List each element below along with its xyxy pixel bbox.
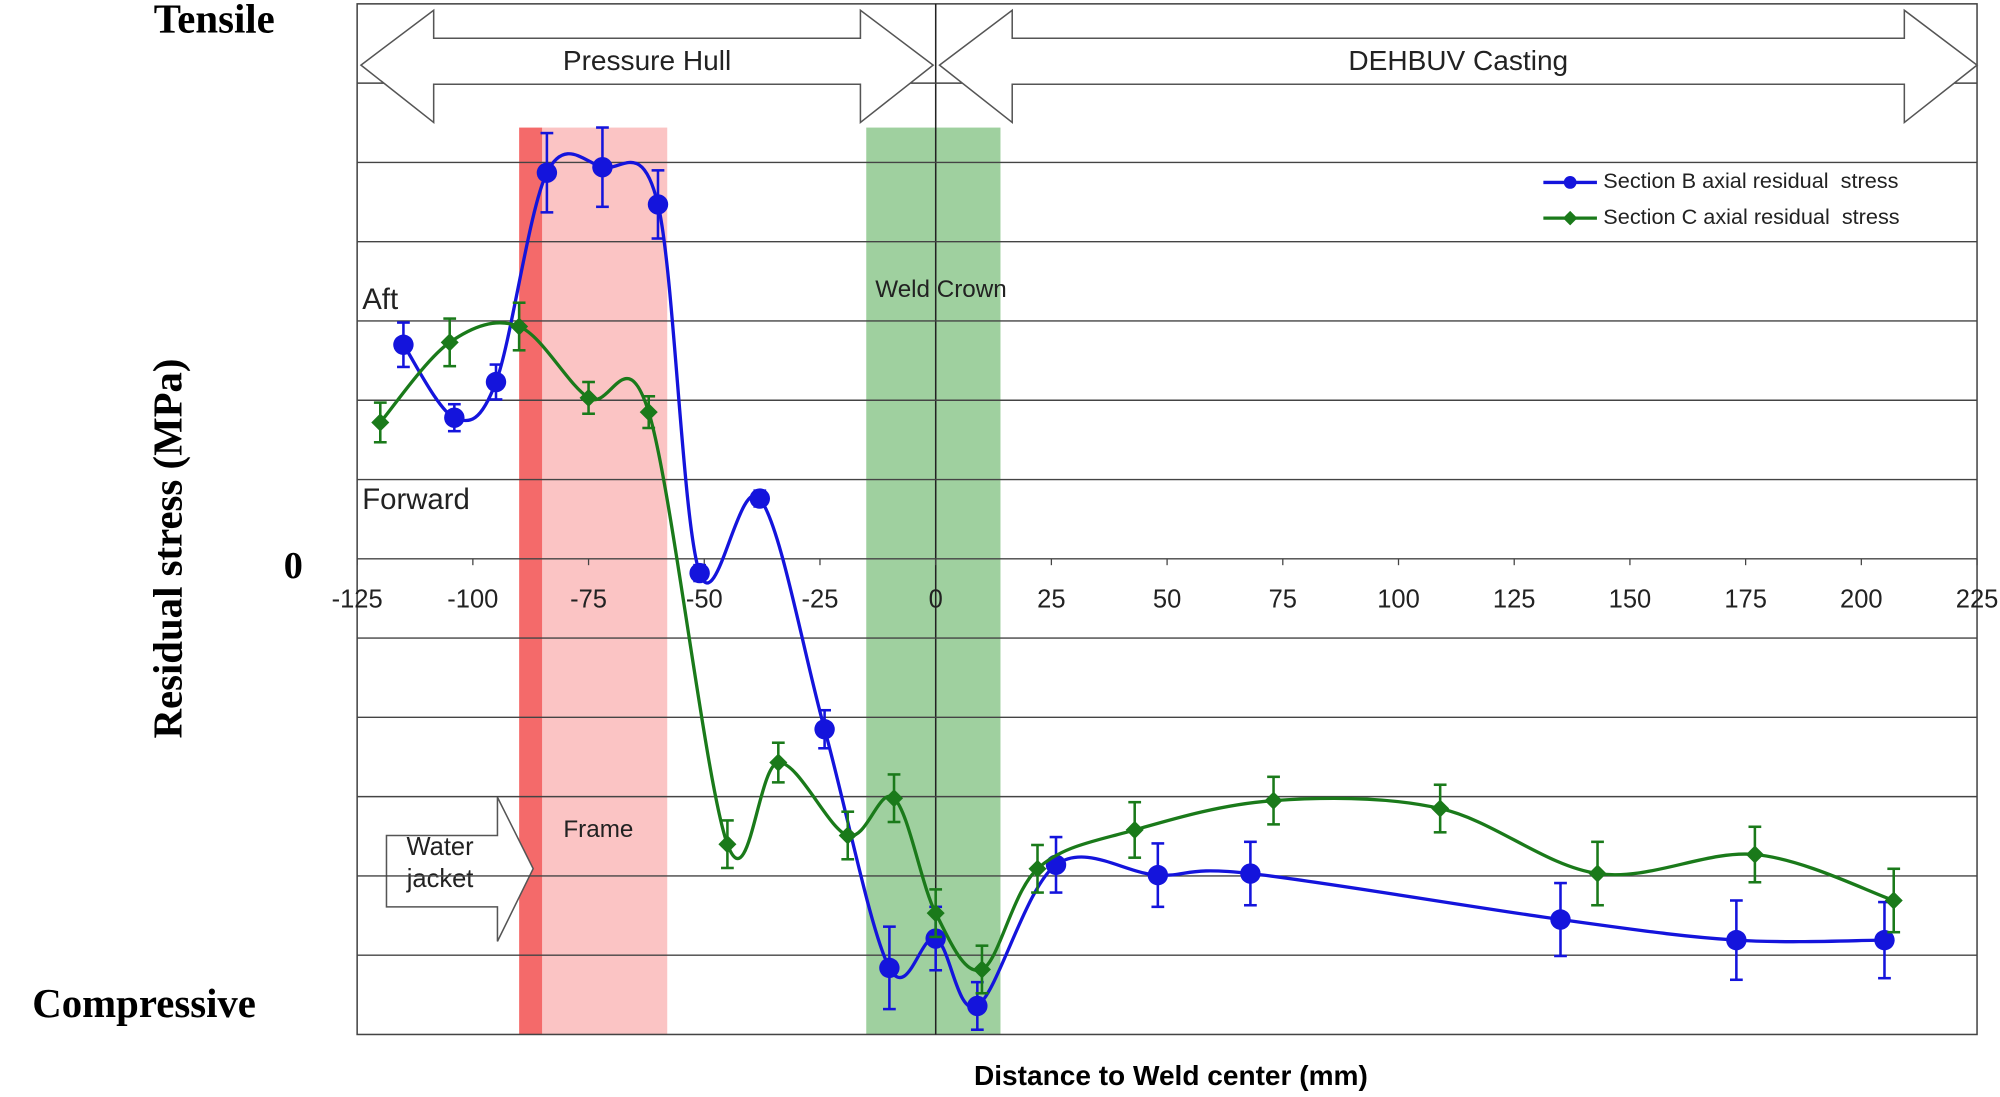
point — [1884, 891, 1903, 910]
span-arrow — [359, 8, 935, 125]
point — [1264, 791, 1283, 810]
x-tick-label: 175 — [1724, 586, 1767, 614]
point — [1726, 929, 1747, 951]
background-layer — [519, 127, 1001, 1035]
x-axis-title: Distance to Weld center (mm) — [974, 1060, 1368, 1091]
x-tick-label: 225 — [1956, 586, 1999, 614]
x-tick-label: 75 — [1269, 586, 1297, 614]
x-tick-label: 200 — [1840, 586, 1883, 614]
point — [647, 194, 669, 215]
point — [814, 719, 835, 740]
point — [769, 753, 788, 772]
y-tick-label: 0 — [284, 545, 303, 587]
point — [1045, 854, 1067, 876]
point — [1028, 859, 1047, 878]
region-label: Frame — [563, 816, 633, 843]
x-tick-label: -75 — [570, 586, 607, 614]
point — [371, 413, 390, 432]
water-jacket-arrow — [385, 796, 535, 942]
x-tick-label: 150 — [1609, 586, 1652, 614]
x-tick-label: 50 — [1153, 586, 1181, 614]
point — [536, 162, 558, 183]
point — [1588, 864, 1607, 883]
legend-label: Section C axial residual stress — [1603, 204, 1899, 229]
forward-label: Forward — [362, 483, 470, 516]
region-label: Weld Crown — [875, 276, 1006, 303]
x-tick-label: -25 — [802, 586, 839, 614]
point — [444, 407, 465, 428]
point — [1147, 864, 1169, 886]
point — [925, 928, 946, 949]
region — [866, 127, 1001, 1035]
point — [838, 826, 857, 845]
legend-label: Section B axial residual stress — [1603, 168, 1898, 193]
tensile-label: Tensile — [154, 0, 275, 41]
x-tick-label: 125 — [1493, 586, 1536, 614]
x-tick-label: -50 — [686, 586, 723, 614]
point — [1550, 909, 1571, 930]
point — [1125, 820, 1144, 839]
x-tick-label: -125 — [332, 586, 383, 614]
point — [579, 388, 598, 407]
compressive-label: Compressive — [32, 981, 256, 1026]
point — [1874, 929, 1895, 951]
point — [1240, 863, 1261, 884]
legend-marker — [1562, 210, 1578, 226]
legend-marker — [1563, 176, 1577, 189]
x-tick-label: -100 — [447, 586, 498, 614]
point — [967, 995, 988, 1017]
point — [1745, 845, 1764, 864]
point — [972, 960, 991, 979]
x-tick-label: 25 — [1037, 586, 1065, 614]
point — [440, 333, 459, 352]
water-jacket-label: Water — [407, 833, 475, 861]
point — [718, 835, 737, 854]
point — [885, 789, 904, 808]
point — [393, 334, 414, 355]
x-tick-label: 100 — [1377, 586, 1420, 614]
point — [485, 371, 507, 393]
point — [879, 957, 900, 979]
aft-label: Aft — [362, 283, 398, 316]
plot-frame — [356, 3, 1978, 1036]
water-jacket-label: jacket — [406, 865, 474, 893]
point — [1431, 799, 1450, 818]
span-arrow — [938, 8, 1979, 125]
span-label: Pressure Hull — [563, 45, 731, 76]
point — [592, 156, 613, 178]
series-line — [379, 321, 1895, 973]
point — [749, 488, 771, 509]
x-tick-label: 0 — [929, 586, 943, 614]
span-label: DEHBUV Casting — [1348, 45, 1568, 76]
point — [926, 904, 945, 923]
y-axis-title: Residual stress (MPa) — [146, 359, 191, 739]
region — [542, 127, 668, 1035]
point — [689, 562, 710, 584]
region — [519, 127, 543, 1035]
